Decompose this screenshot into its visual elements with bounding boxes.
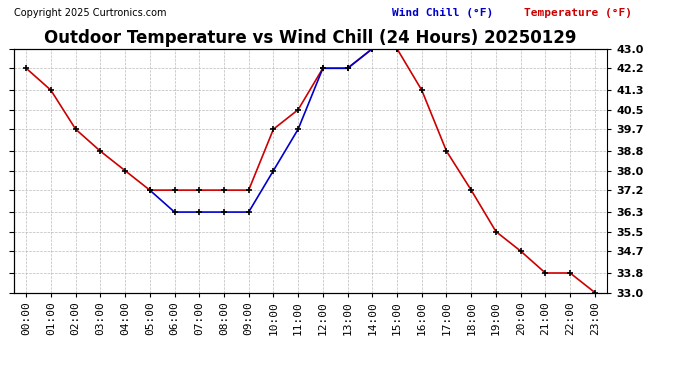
Text: Temperature (°F): Temperature (°F)	[524, 8, 632, 18]
Title: Outdoor Temperature vs Wind Chill (24 Hours) 20250129: Outdoor Temperature vs Wind Chill (24 Ho…	[44, 29, 577, 47]
Text: Copyright 2025 Curtronics.com: Copyright 2025 Curtronics.com	[14, 8, 166, 18]
Text: Wind Chill (°F): Wind Chill (°F)	[392, 8, 493, 18]
